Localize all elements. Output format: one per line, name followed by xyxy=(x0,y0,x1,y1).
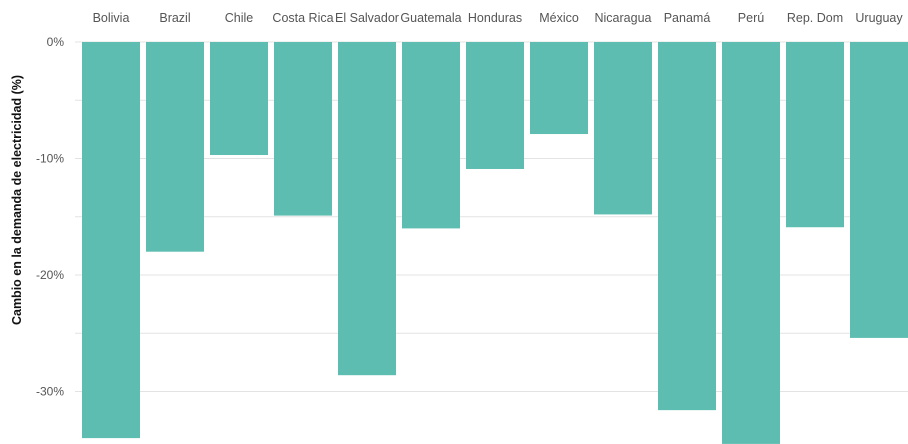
y-tick-label: 0% xyxy=(47,35,65,49)
category-label: Rep. Dom xyxy=(787,11,843,25)
category-label: El Salvador xyxy=(335,11,399,25)
bar xyxy=(146,42,204,252)
bar xyxy=(274,42,332,216)
category-label: Nicaragua xyxy=(595,11,652,25)
category-label: Panamá xyxy=(664,11,711,25)
bar xyxy=(530,42,588,135)
y-tick-label: -30% xyxy=(36,385,64,399)
y-tick-label: -20% xyxy=(36,268,64,282)
bar xyxy=(210,42,268,156)
y-tick-labels: 0% -10% -20% -30% xyxy=(36,35,64,399)
category-label: Bolivia xyxy=(93,11,130,25)
bar xyxy=(466,42,524,169)
category-label: Uruguay xyxy=(855,11,903,25)
bar xyxy=(850,42,908,338)
category-label: Costa Rica xyxy=(272,11,333,25)
category-label: Chile xyxy=(225,11,254,25)
category-label: Brazil xyxy=(159,11,190,25)
bar xyxy=(82,42,140,439)
category-label: México xyxy=(539,11,579,25)
bar xyxy=(722,42,780,444)
category-label: Honduras xyxy=(468,11,522,25)
y-tick-label: -10% xyxy=(36,152,64,166)
bar xyxy=(402,42,460,229)
bar xyxy=(786,42,844,228)
category-label: Guatemala xyxy=(400,11,461,25)
bar xyxy=(594,42,652,215)
category-label: Perú xyxy=(738,11,764,25)
y-axis-label: Cambio en la demanda de electricidad (%) xyxy=(10,75,24,325)
category-labels: Bolivia Brazil Chile Costa Rica El Salvador G… xyxy=(93,11,904,25)
bar xyxy=(658,42,716,411)
bars xyxy=(82,42,908,444)
bar xyxy=(338,42,396,376)
